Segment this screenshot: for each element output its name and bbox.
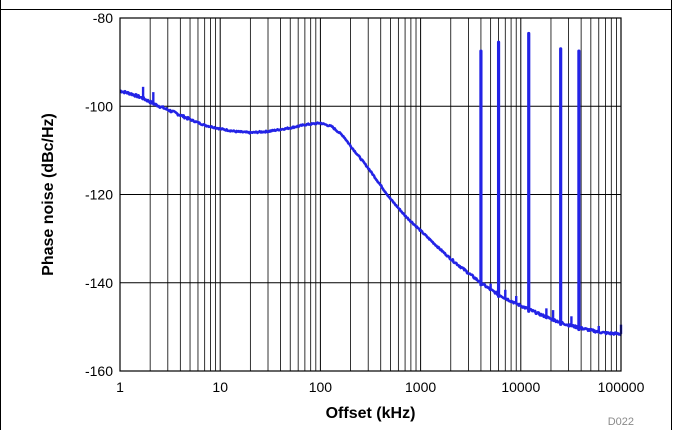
x-tick-label: 1000 <box>405 379 436 395</box>
y-tick-labels: -80 -100 -120 -140 -160 <box>85 10 113 379</box>
x-tick-label: 10000 <box>501 379 540 395</box>
plot-series <box>119 31 623 336</box>
x-tick-labels: 1 10 100 1000 10000 100000 <box>116 379 644 395</box>
plot-area-border <box>119 17 622 372</box>
y-tick-label: -160 <box>85 363 113 379</box>
grid-lines <box>120 18 621 371</box>
y-axis-label: Phase noise (dBc/Hz) <box>40 113 57 276</box>
x-tick-label: 100 <box>309 379 333 395</box>
figure-frame-left <box>0 0 1 430</box>
x-axis-label: Offset (kHz) <box>326 405 416 422</box>
y-tick-label: -140 <box>85 275 113 291</box>
x-tick-label: 100000 <box>598 379 645 395</box>
figure-frame-top <box>0 0 672 10</box>
y-tick-label: -100 <box>85 98 113 114</box>
y-tick-label: -120 <box>85 187 113 203</box>
figure-id: D022 <box>608 416 634 428</box>
y-tick-label: -80 <box>93 10 113 26</box>
phase-noise-line <box>119 89 622 336</box>
x-tick-label: 10 <box>212 379 228 395</box>
figure-frame-right <box>671 0 672 430</box>
x-tick-label: 1 <box>116 379 124 395</box>
